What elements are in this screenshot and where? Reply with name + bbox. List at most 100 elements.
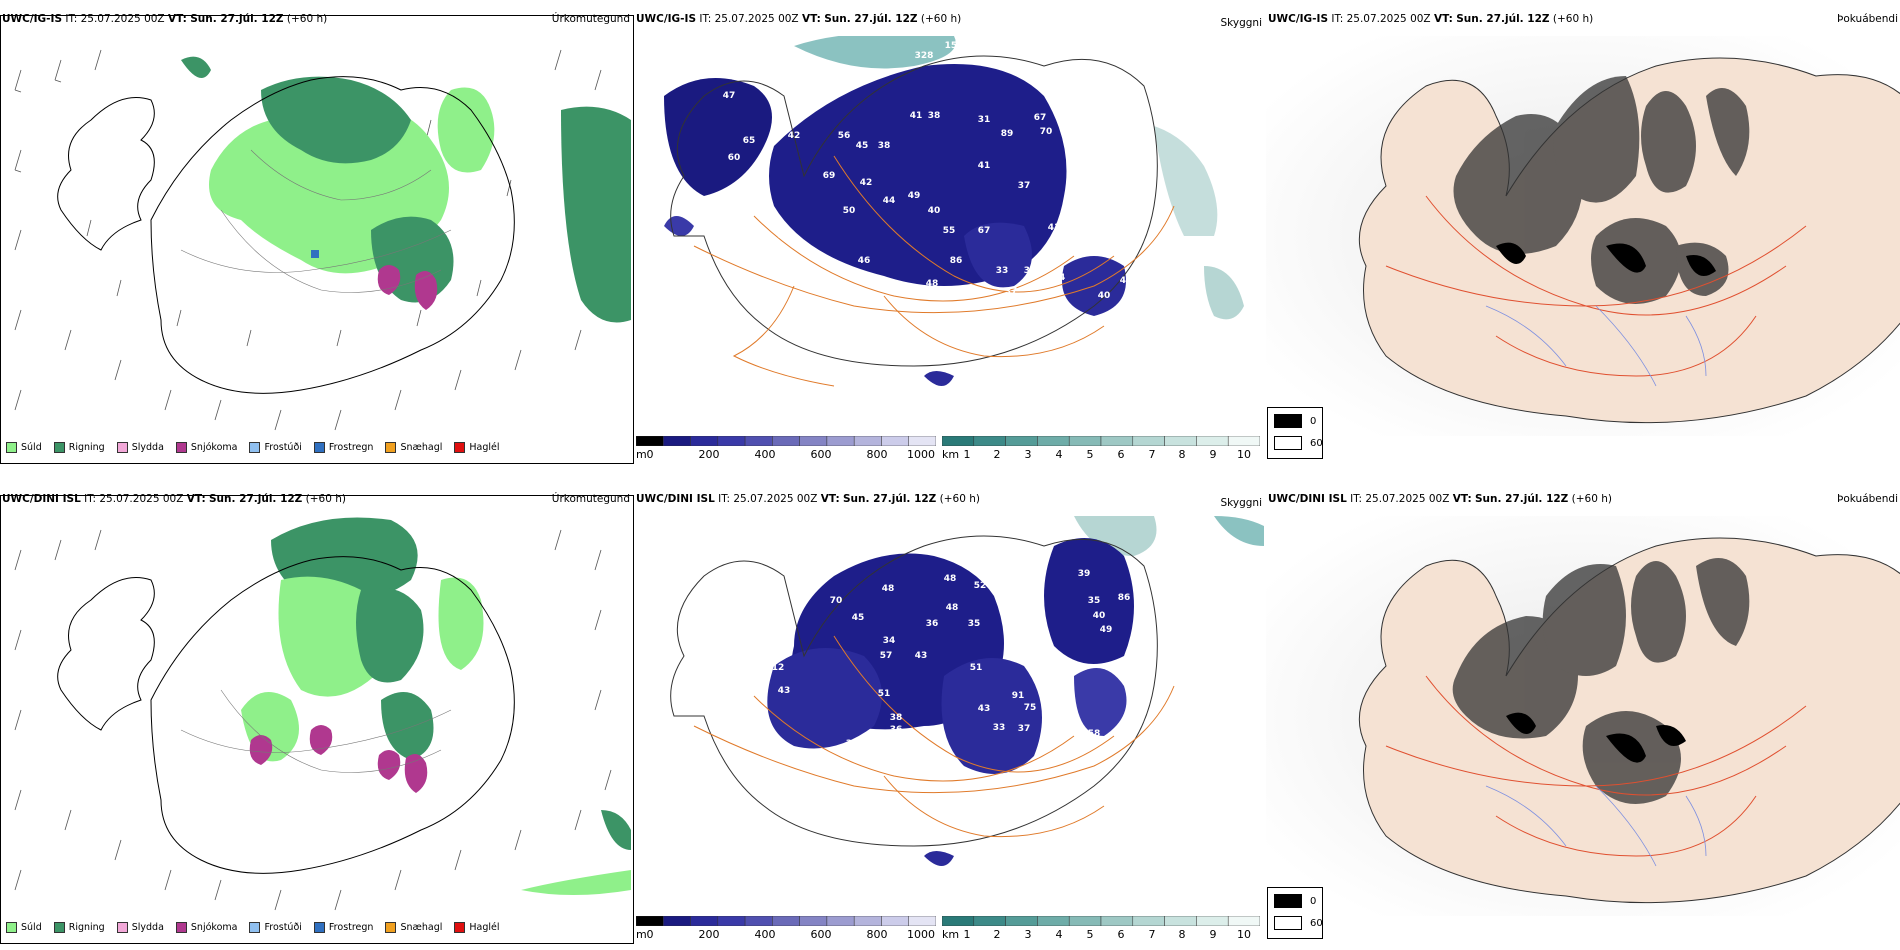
cloudbase-area <box>664 78 772 196</box>
cloud-map: 70 45 48 36 34 48 35 57 51 42 43 51 43 5… <box>634 516 1266 916</box>
precip-map <box>1 510 633 918</box>
legend-item: Snæhagl <box>385 442 442 453</box>
fog-areas <box>1453 76 1750 304</box>
it-label: IT: <box>718 493 731 505</box>
value-label: 55 <box>942 226 956 236</box>
value-label: 38 <box>889 713 903 723</box>
colorbar-svg <box>635 915 937 927</box>
panel-title: Þokuábendi <box>1837 493 1898 505</box>
legend-swatch <box>53 922 65 933</box>
panel-title: Úrkomutegund <box>551 13 630 25</box>
lead-time: (+60 h) <box>920 13 962 25</box>
value-label: 70 <box>829 596 843 606</box>
legend-label: Frostregn <box>328 922 374 933</box>
fog-legend-swatch <box>1274 414 1302 428</box>
vt-value: Sun. 27.júl. 12Z <box>824 13 918 25</box>
value-label: 37 <box>1017 724 1031 734</box>
it-value: 25.07.2025 00Z <box>733 493 818 505</box>
value-label: 38 <box>877 141 891 151</box>
vt-label: VT: <box>167 13 187 25</box>
value-label: 51 <box>969 663 983 673</box>
legend-item: Snjókoma <box>175 442 238 453</box>
legend-label: Haglél <box>469 442 500 453</box>
tick-label: 400 <box>754 928 776 941</box>
precip-legend: Súld Rigning Slydda Snjókoma Frostúði Fr… <box>6 922 512 933</box>
tick-label: 200 <box>698 928 720 941</box>
model-name: UWC/DINI ISL <box>636 493 715 505</box>
precip-map <box>1 30 633 438</box>
fog-areas <box>1452 558 1750 804</box>
fog-legend: 0 60 <box>1267 407 1323 459</box>
fog-map <box>1266 516 1900 916</box>
it-label: IT: <box>1331 13 1344 25</box>
tick-label: 4 <box>1055 448 1063 461</box>
legend-label: Súld <box>21 442 42 453</box>
lead-time: (+60 h) <box>305 493 347 505</box>
tick-label: 6 <box>1117 928 1125 941</box>
legend-item: Rigning <box>53 922 105 933</box>
legend-label: Rigning <box>68 442 105 453</box>
colorbar-segment <box>744 435 773 447</box>
value-label: 40 <box>1097 291 1111 301</box>
tick-label: 7 <box>1148 448 1156 461</box>
wind-barbs <box>14 529 612 911</box>
value-label: 41 <box>977 161 991 171</box>
tick-label: 8 <box>1178 928 1186 941</box>
roads <box>1385 675 1807 857</box>
colorbar-segment <box>799 435 828 447</box>
lead-time: (+60 h) <box>1571 493 1613 505</box>
tick-label: 1000 <box>907 928 935 941</box>
legend-swatch <box>6 922 17 933</box>
tick-label: 5 <box>1086 928 1094 941</box>
precip-legend: Súld Rigning Slydda Snjókoma Frostúði Fr… <box>6 442 512 453</box>
colorbar-segment <box>1227 915 1261 927</box>
value-label: 52 <box>973 581 987 591</box>
cloudbase-area <box>924 371 954 386</box>
cloudbase-area <box>664 216 694 236</box>
value-label: 49 <box>907 191 921 201</box>
lead-time: (+60 h) <box>939 493 981 505</box>
legend-swatch <box>249 922 261 933</box>
value-label: 46 <box>1119 276 1133 286</box>
vt-label: VT: <box>1452 493 1472 505</box>
fog-core <box>1496 242 1716 276</box>
legend-label: Haglél <box>469 922 500 933</box>
top-cloud-panel: UWC/IG-IS IT: 25.07.2025 00Z VT: Sun. 27… <box>634 12 1266 464</box>
roads <box>693 155 1175 387</box>
panel-title: Úrkomutegund <box>551 493 630 505</box>
colorbar-segment <box>663 435 691 447</box>
value-label: 48 <box>925 279 939 289</box>
legend-item: Slydda <box>116 922 164 933</box>
value-label: 48 <box>945 603 959 613</box>
colorbar-segment <box>973 915 1006 927</box>
legend-swatch <box>249 442 261 453</box>
value-label: 76 <box>927 389 941 399</box>
value-label: 53 <box>777 231 791 241</box>
colorbar-segment <box>1132 915 1165 927</box>
legend-label: Slydda <box>131 442 164 453</box>
value-label: 86 <box>1117 593 1131 603</box>
fog-core <box>1506 712 1686 763</box>
legend-swatch <box>385 922 397 933</box>
tick-label: 2 <box>993 928 1001 941</box>
vt-value: Sun. 27.júl. 12Z <box>209 493 303 505</box>
bottom-precip-panel: UWC/DINI ISL IT: 25.07.2025 00Z VT: Sun.… <box>0 492 634 944</box>
legend-swatch <box>53 442 65 453</box>
value-label: 72 <box>927 871 941 881</box>
value-label: 328 <box>914 51 934 61</box>
fog-legend-swatch <box>1274 916 1302 930</box>
lead-time: (+60 h) <box>1552 13 1594 25</box>
tick-label: 0 <box>646 448 654 461</box>
panel-header: UWC/DINI ISL IT: 25.07.2025 00Z VT: Sun.… <box>636 492 980 506</box>
vt-label: VT: <box>820 493 840 505</box>
tick-label: 10 <box>1237 448 1251 461</box>
colorbar-segment <box>1100 435 1134 447</box>
value-label: 42 <box>1034 651 1048 661</box>
value-label: 41 <box>1047 223 1061 233</box>
legend-label: Snjókoma <box>190 442 238 453</box>
value-label: 36 <box>889 725 903 735</box>
panel-title: Skyggni <box>1220 497 1263 509</box>
roads <box>1385 195 1807 377</box>
it-label: IT: <box>1350 493 1363 505</box>
legend-item: Súld <box>6 442 42 453</box>
